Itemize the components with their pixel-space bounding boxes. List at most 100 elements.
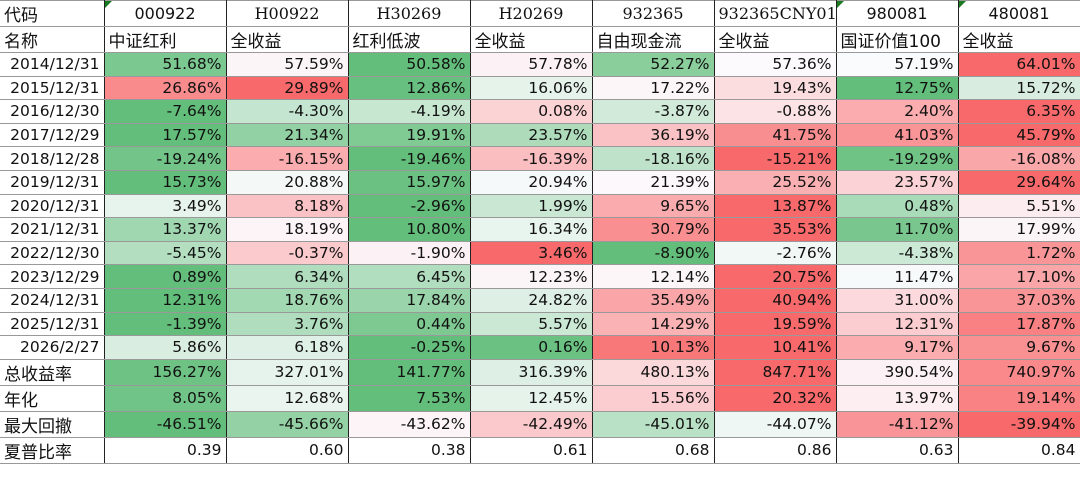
- value-cell[interactable]: 5.57%: [469, 311, 593, 337]
- value-cell[interactable]: 1.72%: [957, 240, 1080, 266]
- value-cell[interactable]: 8.18%: [225, 193, 349, 219]
- value-cell[interactable]: -16.08%: [957, 146, 1080, 171]
- value-cell[interactable]: 9.17%: [835, 335, 959, 360]
- index-code-cell[interactable]: 980081: [835, 0, 959, 27]
- row-label[interactable]: 总收益率: [0, 358, 105, 386]
- index-name-cell[interactable]: 国证价值100: [835, 26, 959, 53]
- value-cell[interactable]: -4.30%: [225, 99, 349, 124]
- value-cell[interactable]: 10.13%: [591, 335, 715, 360]
- index-name-cell[interactable]: 全收益: [957, 26, 1080, 53]
- index-name-cell[interactable]: 全收益: [469, 26, 593, 53]
- value-cell[interactable]: -4.19%: [347, 99, 471, 124]
- value-cell[interactable]: 0.61: [469, 436, 593, 464]
- value-cell[interactable]: 740.97%: [957, 358, 1080, 386]
- value-cell[interactable]: 8.05%: [103, 384, 227, 412]
- value-cell[interactable]: -16.15%: [225, 146, 349, 171]
- row-label[interactable]: 年化: [0, 384, 105, 412]
- value-cell[interactable]: 24.82%: [469, 287, 593, 313]
- value-cell[interactable]: 0.60: [225, 436, 349, 464]
- value-cell[interactable]: 0.86: [713, 436, 837, 464]
- value-cell[interactable]: -2.96%: [347, 193, 471, 219]
- value-cell[interactable]: 9.67%: [957, 335, 1080, 360]
- value-cell[interactable]: 6.45%: [347, 264, 471, 289]
- value-cell[interactable]: 12.86%: [347, 75, 471, 101]
- value-cell[interactable]: -5.45%: [103, 240, 227, 266]
- value-cell[interactable]: 20.32%: [713, 384, 837, 412]
- value-cell[interactable]: 0.16%: [469, 335, 593, 360]
- value-cell[interactable]: -3.87%: [591, 99, 715, 124]
- value-cell[interactable]: -8.90%: [591, 240, 715, 266]
- value-cell[interactable]: 25.52%: [713, 169, 837, 195]
- index-name-cell[interactable]: 全收益: [713, 26, 837, 53]
- value-cell[interactable]: 12.23%: [469, 264, 593, 289]
- row-label[interactable]: 2018/12/28: [0, 146, 105, 171]
- value-cell[interactable]: 156.27%: [103, 358, 227, 386]
- value-cell[interactable]: 10.41%: [713, 335, 837, 360]
- value-cell[interactable]: 41.75%: [713, 122, 837, 148]
- value-cell[interactable]: 15.56%: [591, 384, 715, 412]
- value-cell[interactable]: 16.34%: [469, 217, 593, 242]
- value-cell[interactable]: 5.86%: [103, 335, 227, 360]
- value-cell[interactable]: -1.39%: [103, 311, 227, 337]
- value-cell[interactable]: 35.49%: [591, 287, 715, 313]
- value-cell[interactable]: -18.16%: [591, 146, 715, 171]
- name-label[interactable]: 名称: [0, 26, 105, 53]
- value-cell[interactable]: 0.68: [591, 436, 715, 464]
- value-cell[interactable]: 13.37%: [103, 217, 227, 242]
- value-cell[interactable]: 21.39%: [591, 169, 715, 195]
- row-label[interactable]: 2024/12/31: [0, 287, 105, 313]
- value-cell[interactable]: 16.06%: [469, 75, 593, 101]
- value-cell[interactable]: 19.91%: [347, 122, 471, 148]
- value-cell[interactable]: 18.19%: [225, 217, 349, 242]
- code-label[interactable]: 代码: [0, 0, 105, 27]
- value-cell[interactable]: 11.47%: [835, 264, 959, 289]
- row-label[interactable]: 2017/12/29: [0, 122, 105, 148]
- value-cell[interactable]: -2.76%: [713, 240, 837, 266]
- index-code-cell[interactable]: 480081: [957, 0, 1080, 27]
- value-cell[interactable]: 12.31%: [103, 287, 227, 313]
- value-cell[interactable]: 50.58%: [347, 52, 471, 77]
- value-cell[interactable]: -0.37%: [225, 240, 349, 266]
- value-cell[interactable]: 57.78%: [469, 52, 593, 77]
- row-label[interactable]: 2026/2/27: [0, 335, 105, 360]
- value-cell[interactable]: 11.70%: [835, 217, 959, 242]
- value-cell[interactable]: 13.97%: [835, 384, 959, 412]
- value-cell[interactable]: -0.88%: [713, 99, 837, 124]
- value-cell[interactable]: 17.22%: [591, 75, 715, 101]
- value-cell[interactable]: 57.36%: [713, 52, 837, 77]
- value-cell[interactable]: 40.94%: [713, 287, 837, 313]
- value-cell[interactable]: 15.73%: [103, 169, 227, 195]
- value-cell[interactable]: -39.94%: [957, 410, 1080, 438]
- value-cell[interactable]: 0.44%: [347, 311, 471, 337]
- row-label[interactable]: 2020/12/31: [0, 193, 105, 219]
- value-cell[interactable]: 3.46%: [469, 240, 593, 266]
- value-cell[interactable]: 52.27%: [591, 52, 715, 77]
- value-cell[interactable]: 0.84: [957, 436, 1080, 464]
- row-label[interactable]: 2015/12/31: [0, 75, 105, 101]
- value-cell[interactable]: 64.01%: [957, 52, 1080, 77]
- value-cell[interactable]: 26.86%: [103, 75, 227, 101]
- value-cell[interactable]: 17.87%: [957, 311, 1080, 337]
- value-cell[interactable]: 19.59%: [713, 311, 837, 337]
- value-cell[interactable]: 20.88%: [225, 169, 349, 195]
- index-code-cell[interactable]: 932365CNY010: [713, 0, 837, 27]
- value-cell[interactable]: 23.57%: [469, 122, 593, 148]
- value-cell[interactable]: -19.24%: [103, 146, 227, 171]
- value-cell[interactable]: -46.51%: [103, 410, 227, 438]
- value-cell[interactable]: 17.10%: [957, 264, 1080, 289]
- value-cell[interactable]: -43.62%: [347, 410, 471, 438]
- value-cell[interactable]: 37.03%: [957, 287, 1080, 313]
- value-cell[interactable]: 36.19%: [591, 122, 715, 148]
- value-cell[interactable]: 0.89%: [103, 264, 227, 289]
- value-cell[interactable]: 21.34%: [225, 122, 349, 148]
- index-name-cell[interactable]: 全收益: [225, 26, 349, 53]
- index-code-cell[interactable]: 932365: [591, 0, 715, 27]
- value-cell[interactable]: 29.89%: [225, 75, 349, 101]
- value-cell[interactable]: 31.00%: [835, 287, 959, 313]
- value-cell[interactable]: -41.12%: [835, 410, 959, 438]
- value-cell[interactable]: 19.43%: [713, 75, 837, 101]
- value-cell[interactable]: 45.79%: [957, 122, 1080, 148]
- value-cell[interactable]: 6.18%: [225, 335, 349, 360]
- value-cell[interactable]: -19.29%: [835, 146, 959, 171]
- value-cell[interactable]: 12.75%: [835, 75, 959, 101]
